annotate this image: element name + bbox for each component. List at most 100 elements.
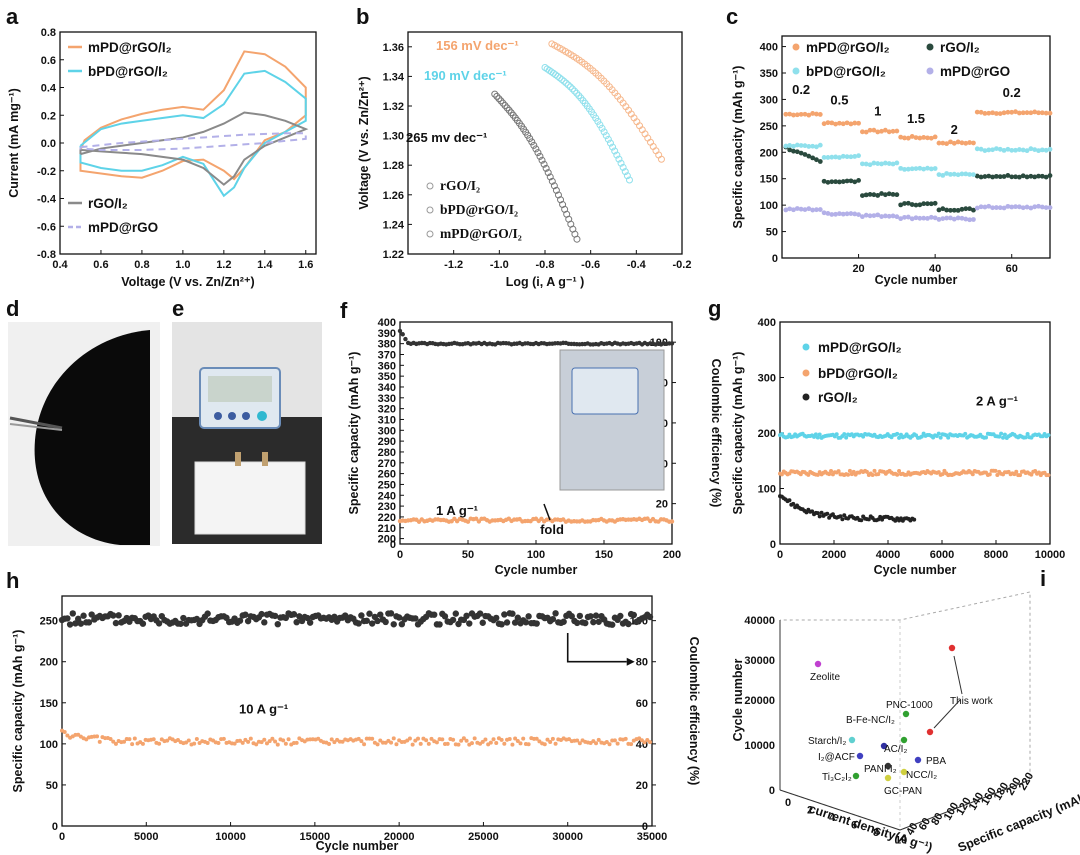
rate-point-3 [978,204,984,210]
rate-point-2 [913,166,919,171]
rate-point-1 [967,206,972,212]
rate-point-1 [917,202,923,208]
capacity-point-h [518,741,523,746]
cycling-point-g-1 [836,469,841,474]
capacity-point-h [575,738,580,743]
tweezers-shape [9,416,63,430]
tafel-point-1 [556,74,564,82]
x-tick-label-a: 1.4 [257,259,273,271]
cycling-point-g-0 [844,435,849,440]
legend-label-c-0: mPD@rGO/I₂ [806,40,890,55]
svg-text:1.28: 1.28 [383,160,404,172]
cycling-point-g-1 [993,468,998,473]
rate-point-2 [997,146,1003,152]
scatter-point-i-6 [880,742,888,750]
svg-text:360: 360 [378,360,396,372]
svg-text:1.24: 1.24 [383,219,405,231]
rate-point-2 [783,143,789,149]
ce-point-h [646,613,654,621]
rate-point-0 [974,109,980,115]
tafel-point-1 [560,77,568,85]
cycling-point-g-1 [827,472,832,477]
rate-point-0 [982,111,988,116]
tafel-point-1 [558,76,566,84]
cv-curve-3 [79,132,307,151]
rate-point-2 [955,172,961,178]
rate-point-1 [817,159,823,164]
svg-text:220: 220 [378,512,396,524]
capacity-point-h [591,739,596,744]
capacity-point-h [65,733,70,738]
rate-point-1 [794,149,800,155]
capacity-point-h [273,739,278,744]
legend-label-b-1: bPD@rGO/I₂ [440,202,518,217]
tafel-point-0 [546,173,554,181]
capacity-point-h [113,741,118,746]
x-tick-label-b: -0.2 [673,259,692,271]
ce-point-h [74,615,82,623]
rate-point-3 [806,206,812,212]
capacity-point-h [494,740,499,745]
rate-point-3 [963,216,969,222]
rate-point-0 [810,111,816,116]
rate-point-1 [791,148,796,154]
rate-point-3 [875,212,881,218]
ce-point-h [412,615,419,622]
rate-point-1 [1036,173,1041,179]
ce-point-h [112,619,120,627]
rate-point-1 [879,191,884,196]
rate-point-3 [921,215,927,221]
rate-point-3 [1047,205,1053,211]
rate-point-2 [917,165,923,171]
rate-point-2 [886,161,892,166]
capacity-point-h [140,741,145,746]
rate-point-1 [940,206,946,212]
capacity-point-h [424,738,429,743]
tafel-point-1 [573,89,581,97]
capacity-point-h [615,741,620,746]
capacity-point-h [545,737,550,742]
tafel-slope-label-1: 190 mV dec⁻¹ [424,68,507,83]
capacity-point-h [451,737,456,742]
ce-point-h [290,611,298,618]
rate-point-0 [925,135,930,141]
scatter-point-i-11 [884,774,892,782]
capacity-point-h [577,741,582,746]
capacity-point-h [165,738,170,743]
rate-point-3 [940,216,946,222]
panel-label-g: g [708,296,721,321]
tafel-point-0 [493,92,501,100]
ce-point-h [258,610,265,618]
x-tick-label-f: 0 [397,549,403,561]
ce-point-h [552,610,559,617]
tafel-point-0 [495,95,503,103]
rate-point-3 [905,214,911,220]
x-tick-label-a: 0.4 [52,259,68,271]
axis-indicator-arrow [566,632,627,663]
capacity-point-h [607,742,612,747]
rate-point-2 [1028,146,1034,152]
photo-d-film [8,322,160,546]
rate-point-2 [1032,147,1038,153]
current-density-label-f: 1 A g⁻¹ [436,503,478,518]
y2-axis-label-h: Coulombic efficiency (%) [687,637,701,786]
svg-text:300: 300 [760,94,778,106]
tafel-point-1 [617,159,625,167]
svg-text:0: 0 [772,253,778,265]
rate-point-0 [1013,109,1018,115]
ce-point-h [466,620,473,627]
ce-point-h [625,620,632,628]
rate-point-2 [986,147,992,153]
capacity-point-h [216,740,221,745]
cycling-point-g-0 [1046,433,1051,438]
x-tick-label-i: 8 [873,827,879,839]
rate-point-2 [867,162,873,168]
rate-current-label: 1 [874,103,881,118]
rate-point-1 [825,179,831,185]
ce-point-h [573,619,581,627]
capacity-point-h [332,740,337,745]
capacity-point-h [238,738,243,743]
scatter-point-i-this-work-2 [926,728,934,736]
rate-point-0 [990,110,995,116]
inset-timer-shape [571,367,639,415]
